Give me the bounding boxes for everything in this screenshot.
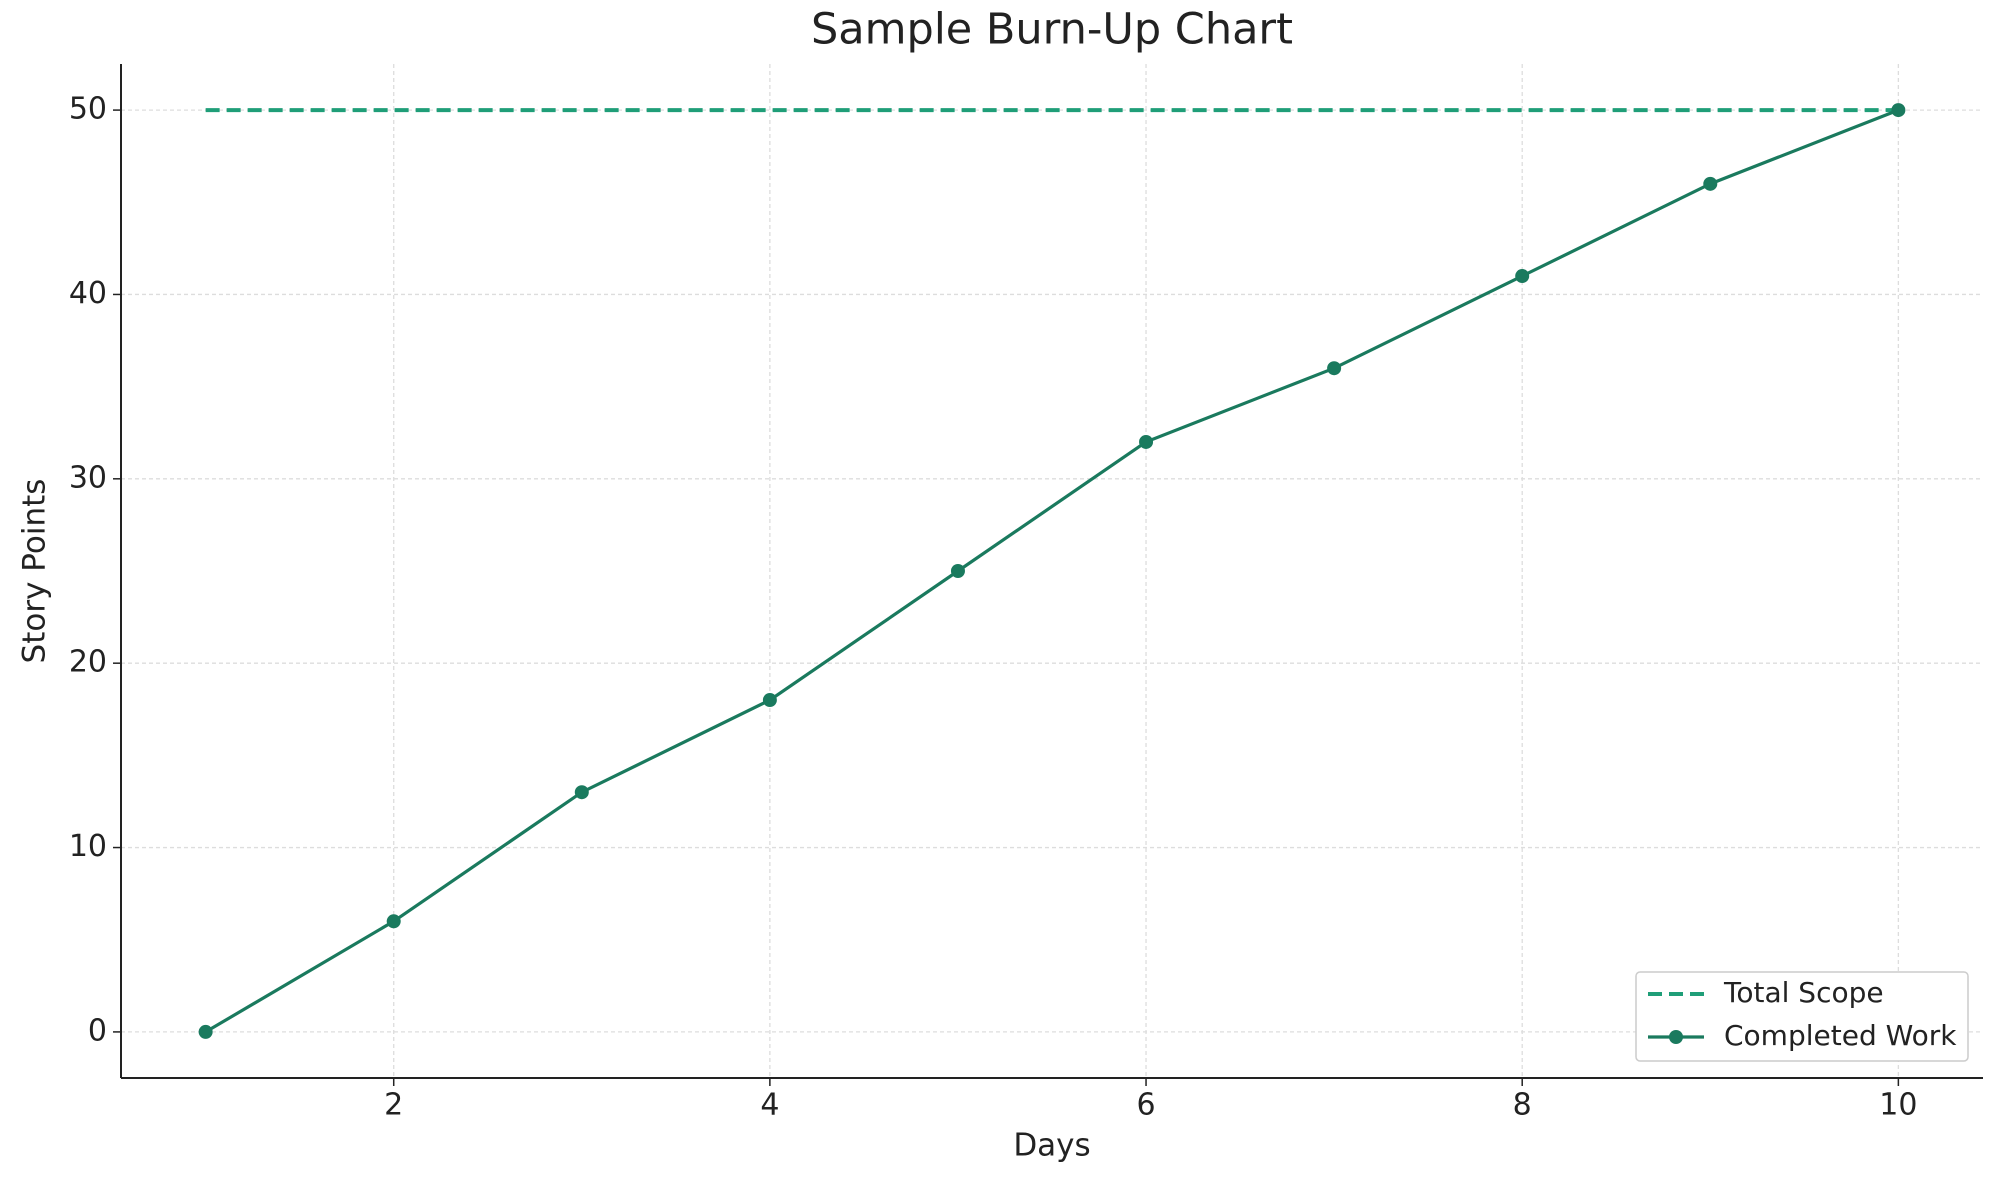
data-point [1891, 103, 1906, 118]
x-tick-label: 4 [760, 1088, 779, 1123]
data-point [386, 914, 401, 929]
y-tick-label: 40 [69, 276, 107, 311]
x-tick-label: 10 [1879, 1088, 1917, 1123]
data-point [950, 564, 965, 578]
chart-title: Sample Burn-Up Chart [811, 5, 1293, 55]
data-point [1703, 176, 1718, 191]
data-point [574, 785, 589, 800]
x-tick-label: 6 [1136, 1088, 1155, 1123]
legend-box [1635, 971, 1969, 1062]
series-line [204, 108, 1899, 1034]
data-point [1139, 434, 1154, 449]
y-axis-label: Story Points [17, 479, 53, 664]
y-tick-label: 0 [88, 1013, 107, 1048]
legend-label: Total Scope [1723, 976, 1884, 1009]
data-point [762, 693, 777, 708]
x-tick-label: 2 [384, 1088, 403, 1123]
x-tick-label: 8 [1513, 1088, 1532, 1123]
y-tick-label: 50 [69, 92, 107, 127]
legend-label: Completed Work [1724, 1019, 1957, 1052]
legend-marker [1669, 1030, 1683, 1044]
x-axis-label: Days [1013, 1128, 1090, 1164]
data-point [198, 1024, 213, 1039]
y-tick-label: 20 [69, 645, 107, 680]
y-tick-label: 30 [69, 460, 107, 495]
y-tick-label: 10 [69, 829, 107, 864]
data-point [1327, 361, 1342, 376]
data-point [1515, 269, 1530, 284]
